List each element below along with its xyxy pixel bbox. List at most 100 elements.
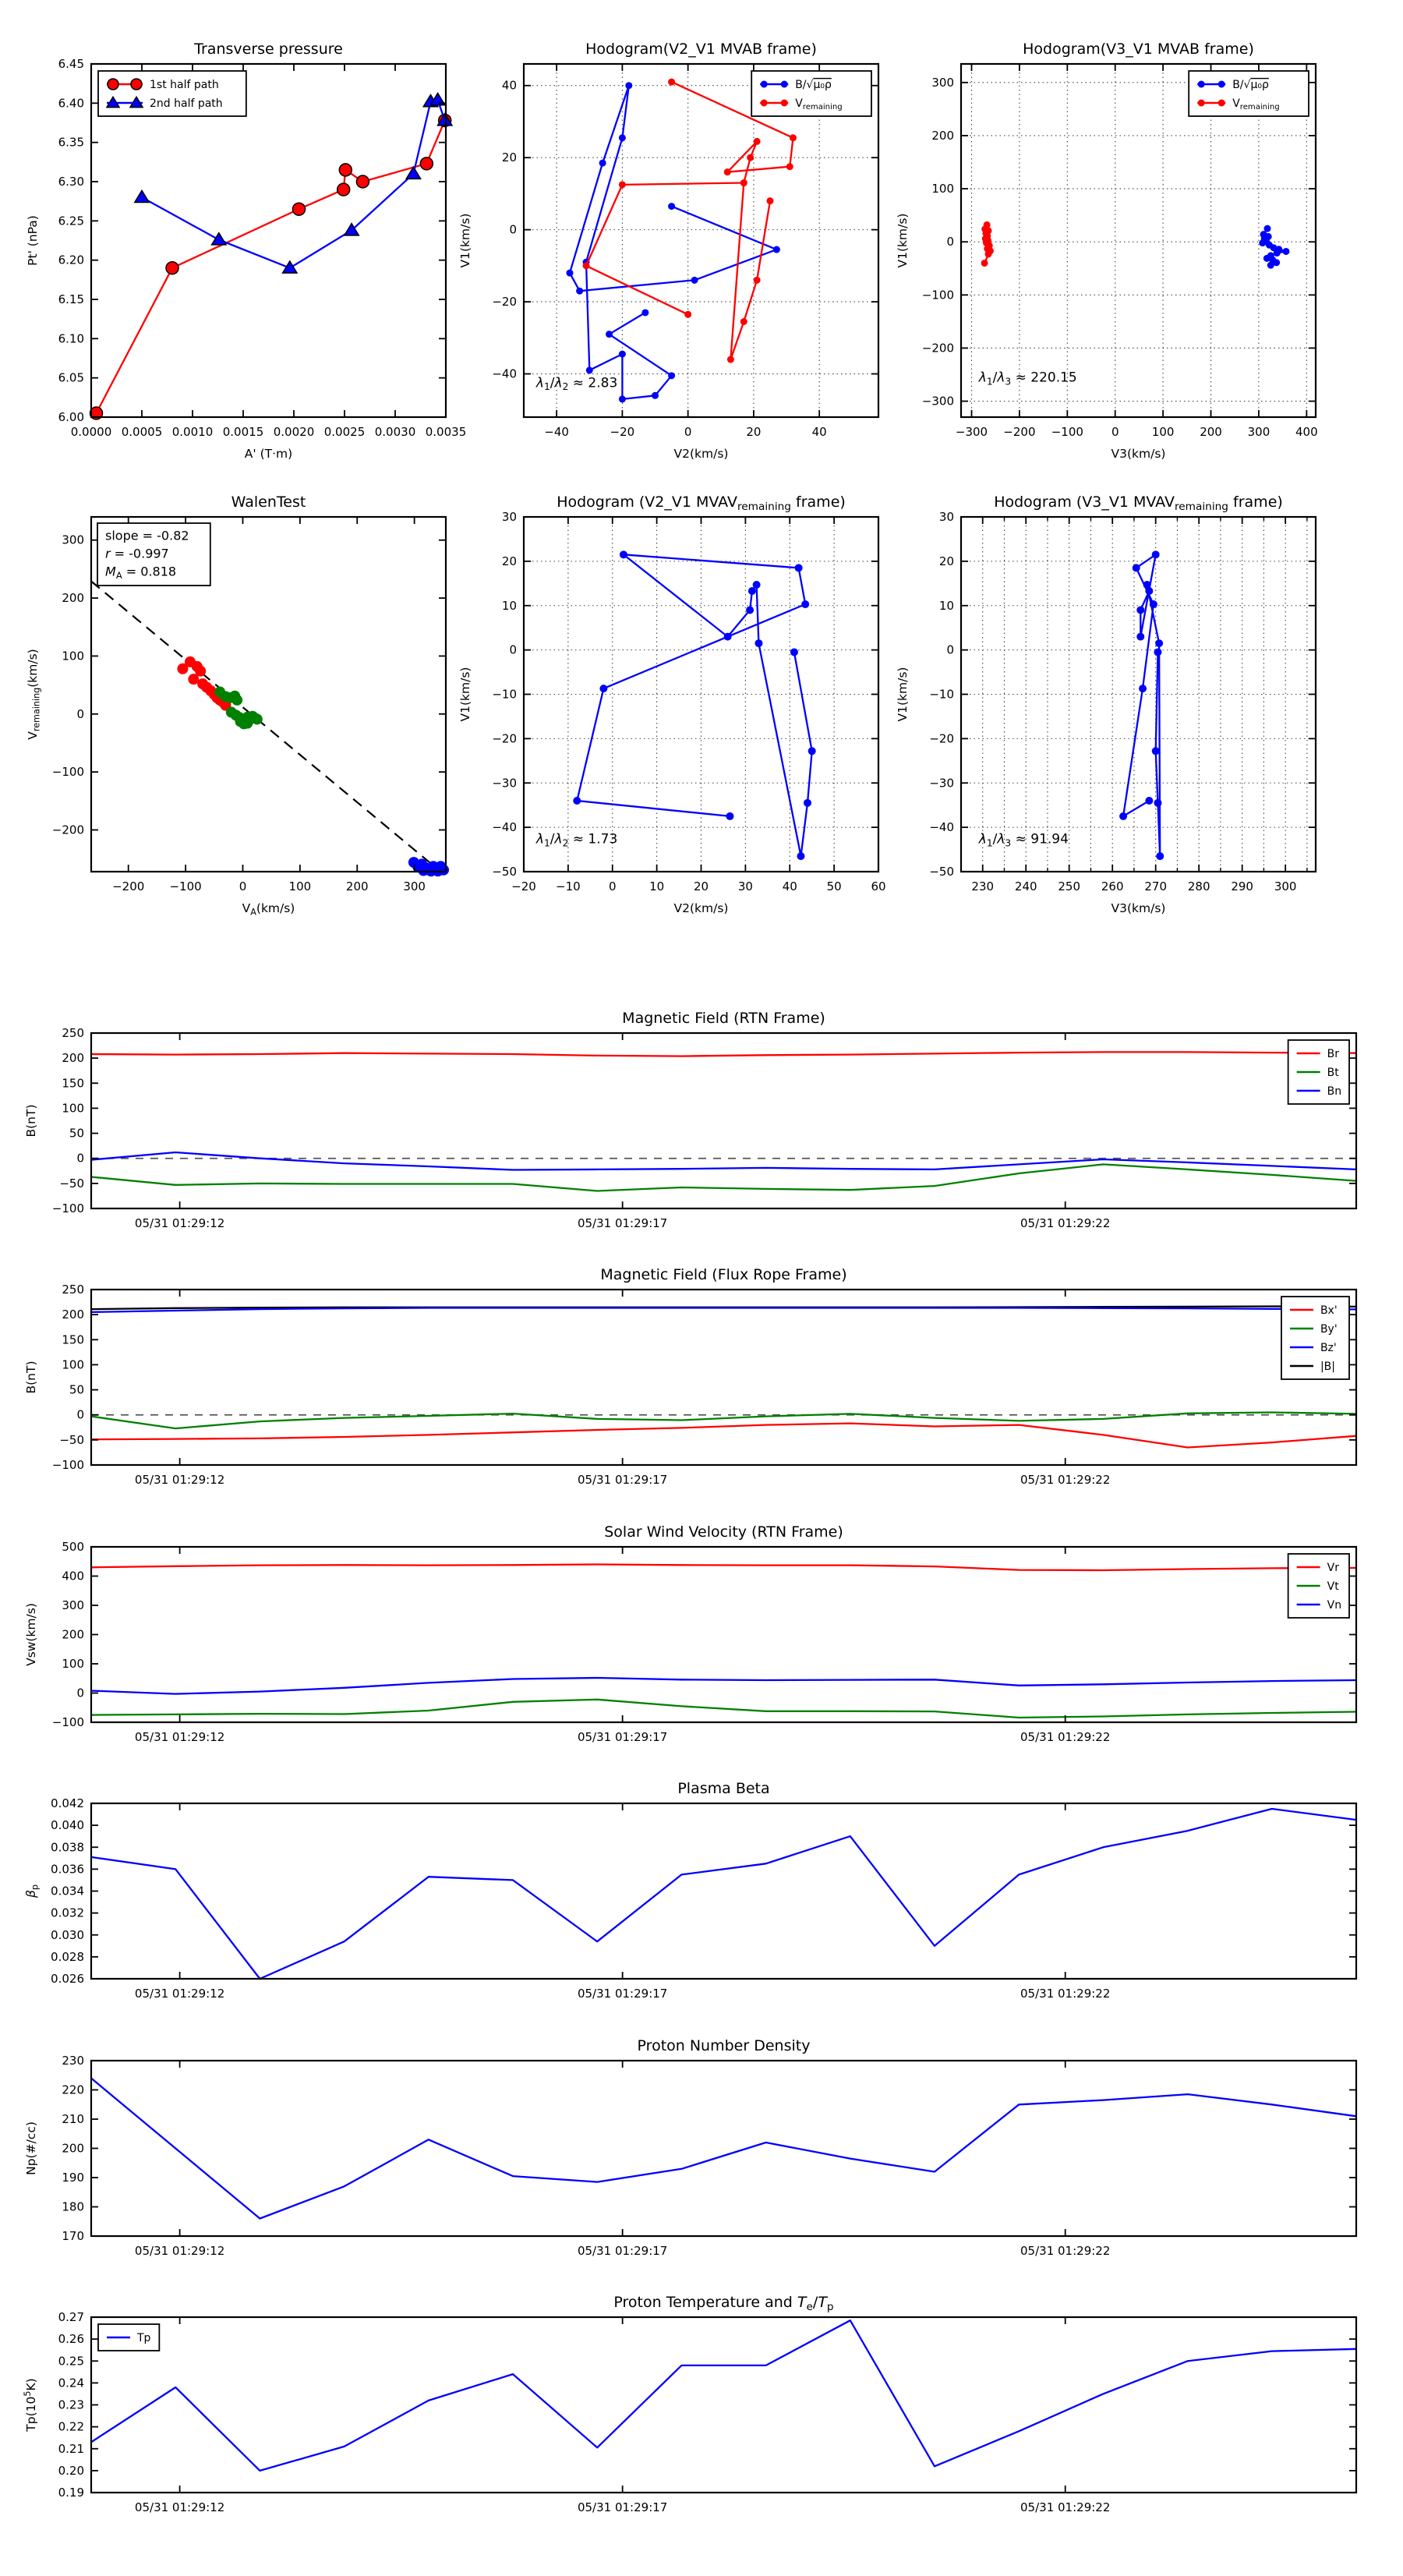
dot-marker (753, 137, 761, 145)
axes-spines (522, 515, 880, 873)
legend-box (97, 70, 247, 117)
axes-spines (90, 1802, 1358, 1980)
series-Vt-line (90, 1698, 1357, 1719)
y-axis-label: B(nT) (24, 1104, 38, 1137)
dot-marker (1270, 244, 1278, 252)
y-tick-label: −100 (52, 1715, 84, 1729)
lambda-ratio-annotation: λ1/λ2 ≈ 2.83 (535, 375, 617, 392)
dot-marker (582, 262, 590, 270)
series-second-half-path-markers (133, 92, 454, 274)
y-tick-label: 0.040 (51, 1818, 84, 1832)
x-tick-label: 05/31 01:29:22 (1020, 2244, 1110, 2258)
x-tick-label: 05/31 01:29:17 (578, 1730, 667, 1744)
y-tick-label: 6.00 (58, 410, 84, 424)
legend-marker (1197, 80, 1205, 88)
dot-marker (753, 276, 761, 284)
y-tick-label: 200 (62, 1628, 84, 1642)
legend-label: By' (1320, 1323, 1338, 1336)
legend-marker (760, 80, 768, 88)
panel-hodogram-v2v1-mvab: −40 −20 0 20 40 −40 −20 0 20 40 Hodogram(V2_V1 MVA… (458, 41, 880, 461)
triangle-marker (133, 189, 150, 203)
y-axis-label: V1(km/s) (896, 214, 910, 268)
dot-marker (188, 674, 200, 685)
lambda-ratio-annotation: λ1/λ3 ≈ 91.94 (978, 832, 1069, 849)
y-tick-label: 0.22 (58, 2420, 84, 2434)
axes-spines (959, 62, 1317, 419)
panel-proton-density: 05/31 01:29:12 05/31 01:29:17 05/31 01:29:… (24, 2037, 1358, 2258)
x-tick-label: 05/31 01:29:17 (578, 1987, 667, 2001)
y-tick-label: 6.40 (58, 96, 84, 110)
legend-marker (130, 78, 143, 90)
x-tick-label: 280 (1188, 879, 1210, 893)
x-tick-label: 0.0020 (274, 425, 315, 439)
x-tick-label: 0 (1111, 425, 1119, 439)
series-Bn-line (90, 1151, 1357, 1171)
dot-marker (606, 331, 613, 338)
x-tick-label: 240 (1015, 879, 1037, 893)
x-tick-label: 60 (871, 879, 885, 893)
y-tick-label: 250 (62, 1026, 84, 1040)
y-axis-label: V1(km/s) (458, 214, 472, 268)
dot-marker (668, 203, 676, 211)
y-axis-label: V1(km/s) (896, 667, 910, 722)
x-tick-label: 300 (1248, 425, 1270, 439)
y-tick-label: 200 (62, 2142, 84, 2156)
dot-marker (619, 550, 627, 559)
x-tick-label: 05/31 01:29:22 (1020, 1987, 1110, 2001)
y-axis-label: Vremaining(km/s) (26, 649, 41, 739)
legend-label: B/√μ₀ρ (1232, 79, 1269, 91)
y-tick-label: 0 (509, 223, 517, 237)
dot-marker (804, 798, 811, 807)
y-tick-label: 50 (69, 1383, 84, 1397)
y-tick-label: −100 (922, 288, 954, 302)
legend-marker (1197, 99, 1205, 107)
panel-title: Magnetic Field (Flux Rope Frame) (600, 1266, 846, 1283)
y-tick-label: −20 (492, 295, 517, 309)
y-tick-label: 500 (62, 1540, 84, 1554)
dot-marker (691, 276, 698, 284)
x-tick-label: 0 (684, 425, 692, 439)
panel-title: Proton Number Density (638, 2037, 811, 2054)
legend-label: Bn (1327, 1085, 1341, 1098)
legend-marker (129, 95, 144, 108)
x-tick-label: 20 (694, 879, 709, 893)
series-v-remaining-line (585, 81, 794, 316)
dot-marker (1151, 550, 1160, 559)
y-tick-label: −200 (52, 823, 84, 837)
legend-label: Vr (1327, 1562, 1340, 1574)
dot-marker (747, 154, 755, 161)
axes-spines (90, 1288, 1358, 1467)
ticks: 0.0000 0.0005 0.0010 0.0015 0.0020 0.0025 0.00… (58, 57, 467, 439)
lambda-ratio-annotation: λ1/λ3 ≈ 220.15 (978, 370, 1077, 387)
grid (524, 64, 878, 417)
x-tick-label: 05/31 01:29:12 (135, 1216, 224, 1230)
series-red-points-markers (177, 656, 231, 711)
legend-label: Vn (1327, 1599, 1341, 1612)
dot-marker (251, 713, 263, 725)
stats-line: MA = 0.818 (105, 564, 176, 582)
dot-marker (794, 564, 803, 572)
x-tick-label: 0 (239, 879, 247, 893)
y-tick-label: 0.26 (58, 2332, 84, 2346)
y-tick-label: −100 (52, 1458, 84, 1472)
x-tick-label: 50 (827, 879, 842, 893)
ticks: 05/31 01:29:12 05/31 01:29:17 05/31 01:29:… (52, 1540, 1356, 1744)
legend-marker (1217, 99, 1225, 107)
x-tick-label: −300 (956, 425, 988, 439)
dot-marker (231, 694, 243, 706)
dot-marker (618, 181, 626, 189)
x-tick-label: 300 (1274, 879, 1297, 893)
panel-title: Hodogram (V3_V1 MVAVremaining frame) (994, 494, 1283, 513)
y-tick-label: 0.028 (51, 1950, 84, 1964)
y-tick-label: 6.45 (58, 57, 84, 71)
series-b-over-sqrt-mu0rho-line (568, 84, 778, 401)
dot-marker (585, 366, 593, 374)
y-tick-label: −20 (492, 731, 517, 745)
series-Tp-line (90, 2319, 1357, 2472)
x-tick-label: 0 (609, 879, 617, 893)
x-tick-label: 0.0035 (426, 425, 467, 439)
y-axis-label: Pt' (nPa) (26, 215, 40, 266)
dot-marker (1273, 259, 1281, 267)
